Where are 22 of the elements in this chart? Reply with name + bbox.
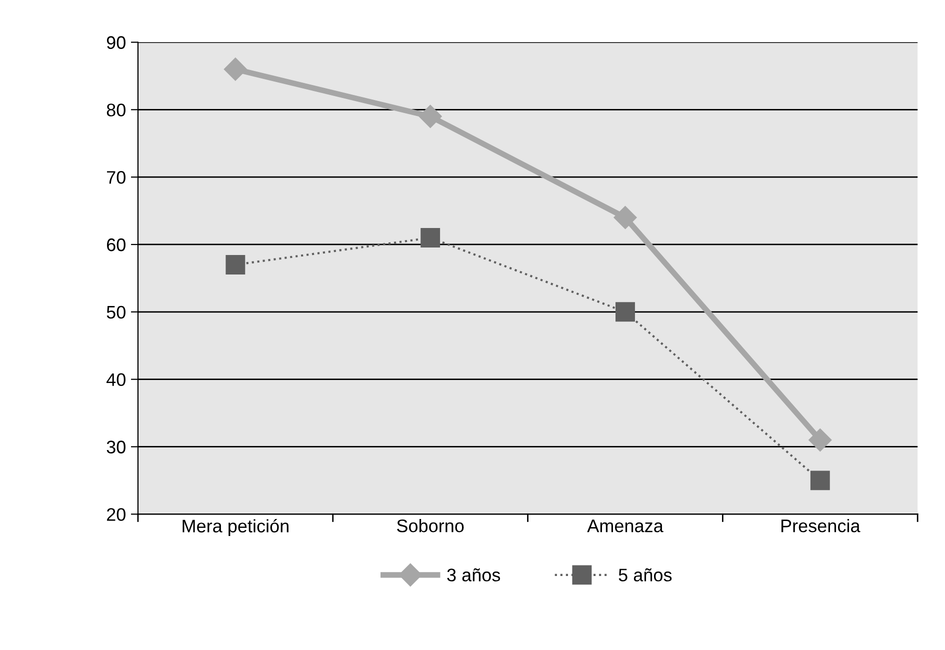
y-tick-label: 80	[106, 104, 126, 116]
point	[226, 254, 246, 274]
y-tick-label: 60	[107, 238, 126, 252]
point	[418, 104, 442, 128]
legend-label: 5 años	[618, 568, 672, 582]
point	[420, 228, 440, 248]
y-tick-label: 50	[106, 306, 126, 319]
x-tick-label: Amenaza	[587, 520, 664, 532]
point	[808, 428, 832, 452]
y-tick-label: 90	[106, 36, 126, 49]
point	[614, 206, 637, 230]
y-tick-label: 30	[106, 440, 126, 454]
x-tick-label: Soborno	[397, 519, 464, 532]
point	[616, 302, 635, 322]
point	[224, 58, 247, 81]
y-tick-label: 70	[107, 171, 126, 184]
point	[810, 470, 830, 490]
legend-label: 3 años	[447, 568, 500, 582]
x-tick-label: Presencia	[781, 519, 860, 532]
y-tick-label: 40	[106, 373, 126, 386]
x-tick-label: Mera petición	[182, 519, 288, 536]
y-tick-label: 20	[106, 508, 126, 521]
